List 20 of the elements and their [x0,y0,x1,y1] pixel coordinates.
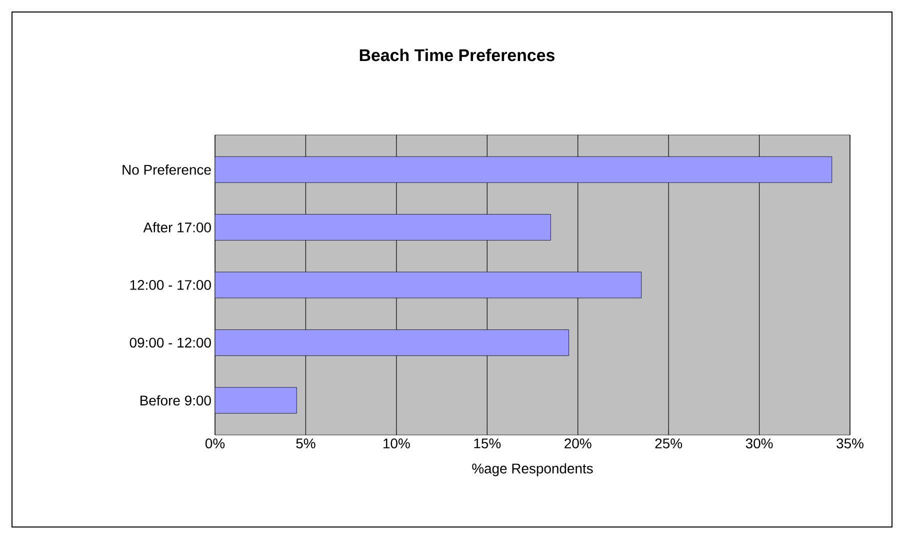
bar [215,329,569,356]
x-tick-label: 5% [296,438,316,448]
y-tick-label: Before 9:00 [140,395,211,406]
bar [215,387,297,414]
bar [215,156,832,183]
x-tick-label: 20% [564,438,592,448]
y-tick-label: After 17:00 [143,222,211,232]
y-tick-label: 09:00 - 12:00 [130,338,211,348]
x-axis-title: %age Respondents [472,463,593,476]
bar [215,272,642,298]
x-tick-label: 15% [474,438,501,448]
x-tick-label: 25% [655,438,682,448]
x-tick-label: 0% [205,438,225,448]
y-tick-label: 12:00 - 17:00 [130,280,211,290]
bar [215,214,551,240]
chart-title: Beach Time Preferences [360,48,554,62]
x-tick-label: 30% [746,438,773,448]
x-tick-label: 10% [384,438,410,448]
x-tick-label: 35% [836,438,864,448]
y-tick-label: No Preference [122,164,211,175]
